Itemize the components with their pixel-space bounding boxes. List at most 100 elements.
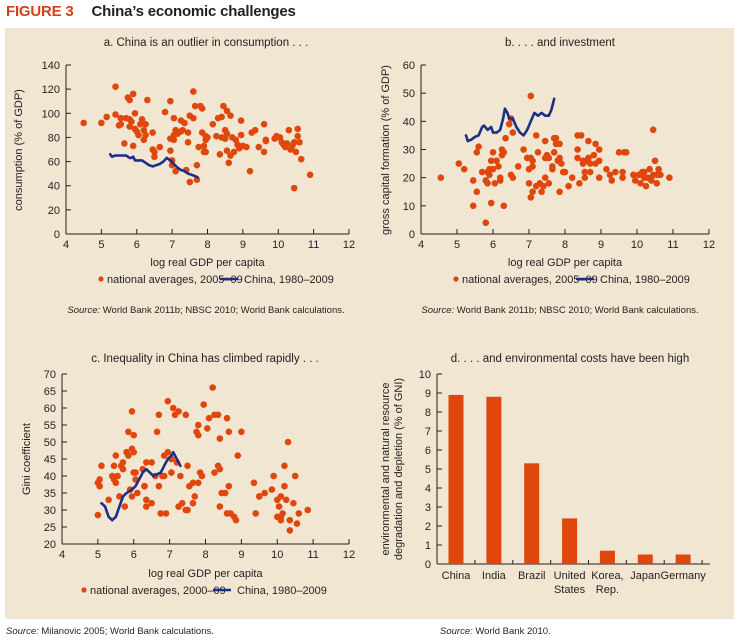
- data-point: [105, 496, 112, 504]
- data-point: [161, 108, 169, 116]
- data-point: [540, 182, 547, 190]
- data-point: [125, 428, 132, 436]
- data-point: [489, 165, 497, 173]
- data-point: [534, 149, 542, 156]
- data-point: [151, 148, 158, 156]
- y-tick-label: 7: [425, 426, 431, 438]
- data-point: [631, 177, 639, 184]
- data-point: [455, 160, 463, 167]
- x-tick-label: 9: [598, 239, 604, 251]
- y-tick-label: 0: [54, 229, 60, 241]
- data-point: [549, 165, 556, 173]
- data-point: [514, 163, 522, 170]
- x-tick-label: 12: [343, 239, 355, 251]
- y-tick-label: 30: [403, 145, 415, 157]
- data-point: [473, 188, 481, 196]
- data-point: [221, 489, 229, 497]
- data-point: [255, 143, 263, 151]
- y-axis-label: degradation and depletion (% of GNI): [393, 378, 405, 560]
- data-point: [270, 472, 277, 480]
- data-point: [167, 147, 174, 155]
- data-point: [198, 105, 206, 112]
- data-point: [296, 138, 303, 146]
- china-series-line: [464, 97, 556, 143]
- data-point: [552, 134, 560, 142]
- panel-b-source: Source: World Bank 2011b; NBSC 2010; Wor…: [421, 305, 698, 316]
- panel-c-source: Source: Milanovic 2005; World Bank calcu…: [6, 626, 214, 637]
- data-point: [290, 138, 298, 146]
- data-point: [112, 452, 120, 459]
- data-point: [277, 516, 285, 524]
- data-point: [262, 137, 270, 145]
- y-axis-label: environmental and natural resource: [380, 382, 392, 555]
- data-point: [469, 177, 477, 184]
- data-point: [204, 134, 211, 141]
- data-point: [168, 469, 175, 476]
- data-point: [225, 482, 233, 490]
- x-tick-label: 5: [454, 239, 460, 251]
- data-point: [586, 160, 594, 167]
- data-point: [277, 493, 285, 500]
- data-point: [460, 165, 468, 173]
- x-tick-label: 6: [134, 239, 140, 251]
- data-point: [568, 174, 576, 181]
- data-point: [657, 171, 664, 179]
- data-point: [640, 168, 648, 176]
- data-point: [178, 499, 186, 507]
- data-point: [586, 168, 594, 176]
- data-point: [500, 202, 508, 210]
- data-point: [195, 143, 202, 151]
- data-point: [565, 182, 572, 190]
- data-point: [121, 503, 129, 510]
- data-point: [149, 129, 156, 136]
- data-point: [205, 414, 213, 422]
- legend-label-national: national averages, 2005–09: [107, 274, 243, 286]
- china-series-line: [100, 450, 182, 522]
- data-point: [110, 462, 118, 470]
- data-point: [148, 459, 155, 466]
- data-point: [167, 97, 174, 105]
- y-tick-label: 40: [403, 116, 415, 128]
- x-tick-label: 5: [95, 549, 101, 561]
- x-category-label: States: [554, 584, 586, 596]
- data-point: [141, 482, 148, 490]
- data-point: [143, 503, 150, 510]
- data-point: [297, 155, 305, 163]
- x-tick-label: 9: [240, 239, 246, 251]
- data-point: [285, 126, 293, 134]
- data-point: [585, 154, 592, 162]
- y-tick-label: 80: [48, 132, 60, 144]
- figure-title: China’s economic challenges: [91, 3, 296, 20]
- data-point: [294, 132, 302, 140]
- panel-d-source: Source: World Bank 2010.: [440, 626, 551, 637]
- x-axis-label: log real GDP per capita: [508, 257, 623, 269]
- x-tick-label: 10: [271, 549, 283, 561]
- y-tick-label: 60: [48, 157, 60, 169]
- x-category-label: India: [482, 570, 507, 582]
- panel-b-title: b. . . . and investment: [505, 37, 616, 49]
- data-point: [304, 506, 312, 514]
- data-point: [529, 188, 536, 196]
- data-point: [619, 168, 626, 176]
- data-point: [649, 126, 657, 134]
- data-point: [182, 411, 190, 419]
- y-axis-label: consumption (% of GDP): [13, 89, 25, 211]
- y-tick-label: 100: [42, 108, 60, 120]
- panel-a-source: Source: World Bank 2011b; NBSC 2010; Wor…: [67, 305, 344, 316]
- data-point: [558, 160, 565, 167]
- y-axis-label: Gini coefficient: [21, 423, 33, 495]
- data-point: [169, 404, 177, 412]
- data-point: [286, 527, 294, 534]
- data-point: [184, 129, 192, 136]
- data-point: [243, 143, 250, 151]
- data-point: [148, 499, 155, 507]
- data-point: [495, 163, 502, 170]
- source-text: World Bank 2010.: [472, 626, 551, 637]
- data-point: [129, 142, 137, 150]
- data-point: [223, 414, 231, 422]
- figure-number: FIGURE 3: [6, 3, 74, 20]
- y-tick-label: 120: [42, 84, 60, 96]
- x-category-label: Germany: [661, 570, 707, 582]
- data-point: [227, 112, 234, 119]
